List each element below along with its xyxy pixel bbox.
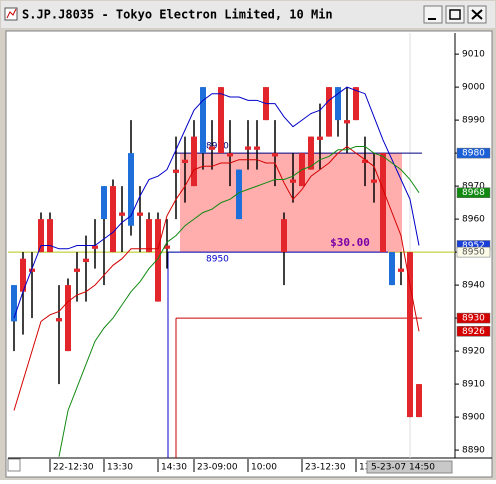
candle-body (236, 169, 242, 220)
candle-body (137, 212, 143, 216)
candle-body (164, 245, 170, 249)
candle-body (110, 186, 116, 253)
candle-body (362, 159, 368, 164)
candle-body (74, 268, 80, 272)
scroll-handle[interactable] (7, 458, 21, 472)
x-tick-label: 10:00 (251, 463, 277, 473)
maximize-glyph (449, 9, 461, 20)
measure-label: $30.00 (330, 236, 370, 249)
price-marker-label: 8980 (462, 149, 485, 159)
minimize-button[interactable] (423, 5, 443, 24)
price-marker-label: 8926 (462, 327, 485, 337)
candle-body (182, 159, 188, 164)
time-cursor-box (366, 460, 453, 474)
candle-body (29, 268, 35, 272)
candle-body (353, 87, 359, 121)
x-tick-label: 14:30 (161, 463, 187, 473)
y-tick-label: 8890 (462, 446, 485, 456)
candle-body (245, 146, 251, 150)
candle-body (308, 136, 314, 170)
candle-body (83, 258, 89, 262)
candle-body (317, 136, 323, 140)
price-marker (456, 246, 491, 258)
candle-body (389, 252, 395, 286)
price-marker (456, 312, 491, 324)
candle-body (128, 153, 134, 226)
price-marker-label: 8968 (462, 188, 485, 198)
candle-body (380, 153, 386, 253)
candle-body (101, 186, 107, 220)
price-marker-label: 8930 (462, 314, 485, 324)
candle-body (65, 285, 71, 352)
time-cursor-label: 5-23-07 14:50 (371, 463, 435, 473)
candle-body (173, 169, 179, 173)
x-tick-label: 22-12:30 (53, 463, 94, 473)
price-marker-label: 8952 (462, 241, 485, 251)
candle-body (335, 87, 341, 121)
candle-body (20, 258, 26, 292)
y-tick-label: 8900 (462, 413, 485, 423)
candle-body (290, 179, 296, 183)
y-tick-label: 8920 (462, 347, 485, 357)
measure-bottom-label: 8950 (206, 255, 229, 265)
y-tick-label: 8970 (462, 182, 485, 192)
candle-body (200, 87, 206, 154)
candle-body (281, 219, 287, 253)
price-marker (456, 187, 491, 198)
candle-body (155, 219, 161, 302)
candle-body (11, 285, 17, 322)
candle-body (47, 219, 53, 253)
price-marker (456, 147, 491, 159)
y-tick-label: 8960 (462, 215, 485, 225)
x-tick-label: 23-12:30 (305, 463, 346, 473)
y-tick-label: 8910 (462, 380, 485, 390)
x-tick-label: 13:30 (107, 463, 133, 473)
candle-body (254, 146, 260, 150)
price-marker-label: 8950 (462, 248, 485, 258)
x-tick-label: 23-09:00 (197, 463, 238, 473)
y-tick-label: 9000 (462, 83, 485, 93)
candle-body (344, 120, 350, 124)
candle-body (119, 212, 125, 216)
candle-body (218, 87, 224, 154)
y-tick-label: 8940 (462, 281, 485, 291)
window-title: S.JP.J8035 - Tokyo Electron Limited, 10 … (22, 8, 333, 22)
candle-body (92, 245, 98, 249)
candle-body (146, 219, 152, 253)
measure-top-label: 8980 (206, 142, 229, 152)
candle-body (371, 179, 377, 183)
candle-body (191, 136, 197, 187)
candle-body (227, 153, 233, 157)
moving-average (13, 86, 420, 319)
plot-area: 8980 8950 $30.00 (8, 86, 455, 458)
title-bar (1, 1, 495, 28)
window-icon-glyph (6, 8, 17, 19)
candle-body (398, 268, 404, 272)
price-marker (456, 326, 491, 337)
maximize-button[interactable] (445, 5, 465, 24)
moving-average (58, 146, 420, 457)
candle-body (38, 219, 44, 253)
y-tick-label: 9010 (462, 50, 485, 60)
candle-body (407, 252, 413, 418)
moving-average (13, 145, 420, 411)
candle-body (416, 384, 422, 418)
candle-body (272, 153, 278, 157)
candle-body (56, 318, 62, 322)
candle-body (326, 87, 332, 137)
candle-body (209, 146, 215, 150)
close-glyph (471, 9, 483, 20)
y-tick-label: 8990 (462, 116, 485, 126)
window-buttons (423, 5, 487, 24)
